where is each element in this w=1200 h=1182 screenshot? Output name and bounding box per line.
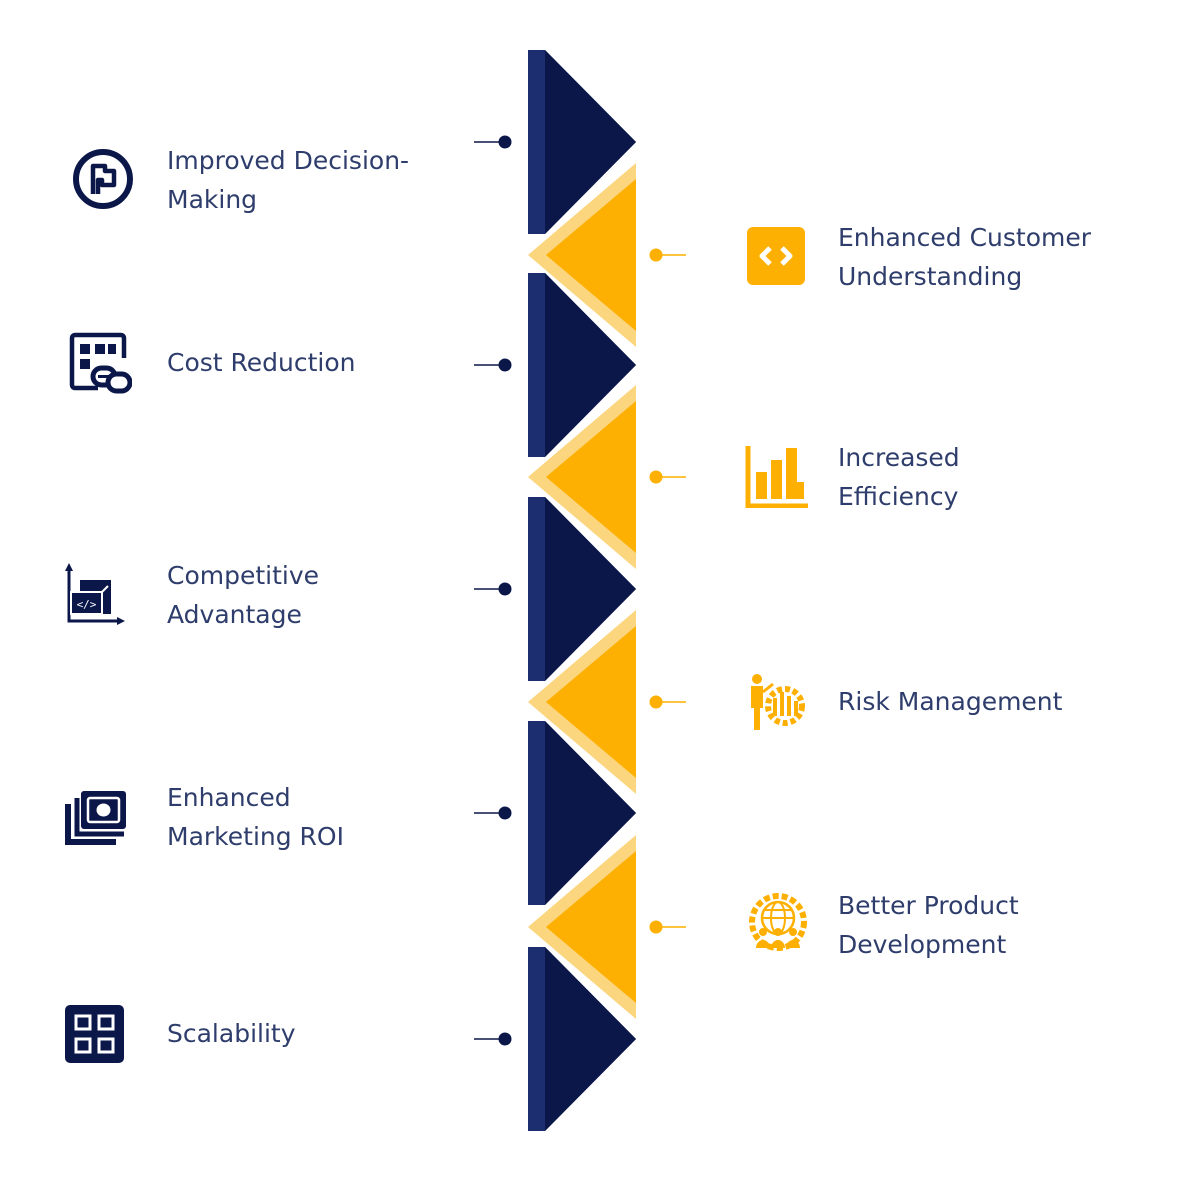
label-line: Better Product <box>838 891 1019 920</box>
money-stack-icon <box>64 784 128 848</box>
grid-icon <box>63 1002 127 1066</box>
label-line: Cost Reduction <box>167 348 356 377</box>
label-line: Understanding <box>838 262 1023 291</box>
right-connector-dot <box>649 695 663 709</box>
left-connector-dot <box>498 1032 512 1046</box>
label-increased-efficiency: Increased Efficiency <box>838 438 960 516</box>
label-enhanced-marketing-roi: Enhanced Marketing ROI <box>167 778 344 856</box>
dashboard-link-icon <box>68 332 132 396</box>
label-line: Enhanced Customer <box>838 223 1092 252</box>
label-line: Making <box>167 185 258 214</box>
left-connector-dot <box>498 806 512 820</box>
presenter-gear-icon <box>745 670 809 734</box>
label-line: Improved Decision- <box>167 146 410 175</box>
gold-chevron <box>546 179 636 331</box>
gold-chevron <box>546 851 636 1003</box>
gold-chevron <box>546 626 636 778</box>
label-line: Advantage <box>167 600 302 629</box>
navy-chevron <box>545 497 636 681</box>
label-line: Development <box>838 930 1007 959</box>
label-line: Risk Management <box>838 687 1063 716</box>
navy-chevron <box>545 273 636 457</box>
label-improved-decision-making: Improved Decision- Making <box>167 141 409 219</box>
code-brackets-icon <box>745 224 809 288</box>
team-globe-gear-icon <box>746 892 810 956</box>
svg-text:</>: </> <box>77 598 97 611</box>
label-cost-reduction: Cost Reduction <box>167 343 356 382</box>
left-connector-dot <box>498 358 512 372</box>
label-better-product-development: Better Product Development <box>838 886 1019 964</box>
label-line: Competitive <box>167 561 320 590</box>
navy-chevron <box>545 721 636 905</box>
label-line: Enhanced <box>167 783 291 812</box>
right-connector-dot <box>649 470 663 484</box>
label-enhanced-customer-understanding: Enhanced Customer Understanding <box>838 218 1091 296</box>
label-line: Marketing ROI <box>167 822 344 851</box>
navy-chevron <box>545 50 636 234</box>
navy-chevron <box>545 947 636 1131</box>
label-line: Efficiency <box>838 482 959 511</box>
label-scalability: Scalability <box>167 1014 296 1053</box>
left-connector-dot <box>498 135 512 149</box>
right-connector-dot <box>649 248 663 262</box>
label-risk-management: Risk Management <box>838 682 1062 721</box>
label-line: Increased <box>838 443 960 472</box>
gold-chevron <box>546 401 636 553</box>
right-connector-dot <box>649 920 663 934</box>
left-connector-dot <box>498 582 512 596</box>
flag-circle-icon <box>72 148 136 212</box>
label-line: Scalability <box>167 1019 296 1048</box>
code-chart-icon: </> <box>62 562 126 626</box>
bar-chart-icon <box>744 444 808 508</box>
label-competitive-advantage: Competitive Advantage <box>167 556 319 634</box>
